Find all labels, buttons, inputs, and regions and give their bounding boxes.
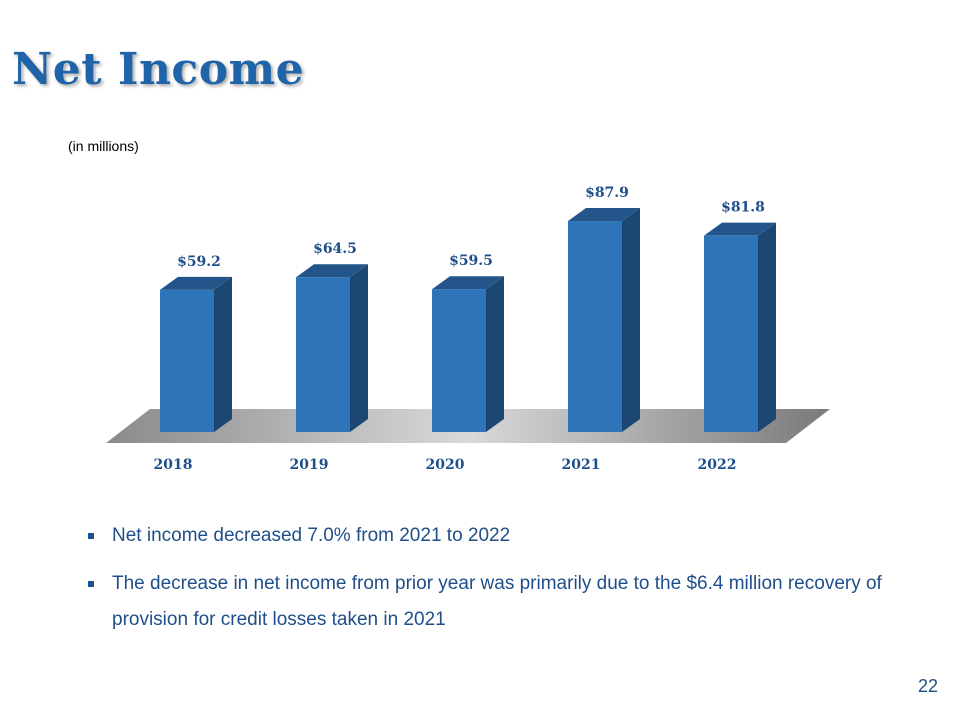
bar-side: [214, 276, 232, 432]
bullet-item: The decrease in net income from prior ye…: [88, 566, 888, 638]
x-tick-label: 2020: [426, 457, 465, 473]
x-tick-label: 2021: [562, 457, 601, 473]
x-tick-label: 2022: [698, 457, 737, 473]
x-tick-label: 2018: [154, 457, 193, 473]
bar-side: [758, 222, 776, 432]
bullet-marker: [88, 533, 94, 539]
page-title: Net Income: [12, 44, 305, 95]
bar-side: [622, 208, 640, 432]
bullet-list: Net income decreased 7.0% from 2021 to 2…: [88, 520, 888, 656]
bar-front: [432, 289, 486, 432]
units-note: (in millions): [68, 138, 139, 154]
page-number: 22: [917, 676, 938, 696]
bar-2019: [296, 264, 368, 432]
bullet-item: Net income decreased 7.0% from 2021 to 2…: [88, 518, 888, 554]
net-income-bar-chart: $59.2 $64.5 $59.5 $87.9 $81.8 2018 2019 2020 20…: [106, 185, 830, 473]
bar-side: [350, 264, 368, 432]
value-label: $64.5: [313, 241, 357, 257]
bar-top: [568, 208, 640, 222]
value-label: $87.9: [585, 185, 629, 201]
bar-side: [486, 276, 504, 432]
bar-top: [160, 276, 232, 290]
bullet-marker: [88, 581, 94, 587]
bar-2022: [704, 222, 776, 432]
bar-front: [160, 289, 214, 432]
bullet-text: Net income decreased 7.0% from 2021 to 2…: [112, 525, 511, 546]
bar-top: [704, 222, 776, 236]
value-label: $59.5: [449, 253, 493, 269]
x-tick-label: 2019: [290, 457, 329, 473]
value-label: $59.2: [177, 254, 221, 270]
value-label: $81.8: [721, 200, 765, 216]
bar-front: [296, 277, 350, 432]
bar-2020: [432, 276, 504, 432]
bar-2021: [568, 208, 640, 432]
bar-top: [432, 276, 504, 290]
bar-2018: [160, 276, 232, 432]
bar-front: [568, 221, 622, 432]
bullet-text: The decrease in net income from prior ye…: [112, 573, 882, 630]
bar-front: [704, 235, 758, 432]
bar-top: [296, 264, 368, 278]
